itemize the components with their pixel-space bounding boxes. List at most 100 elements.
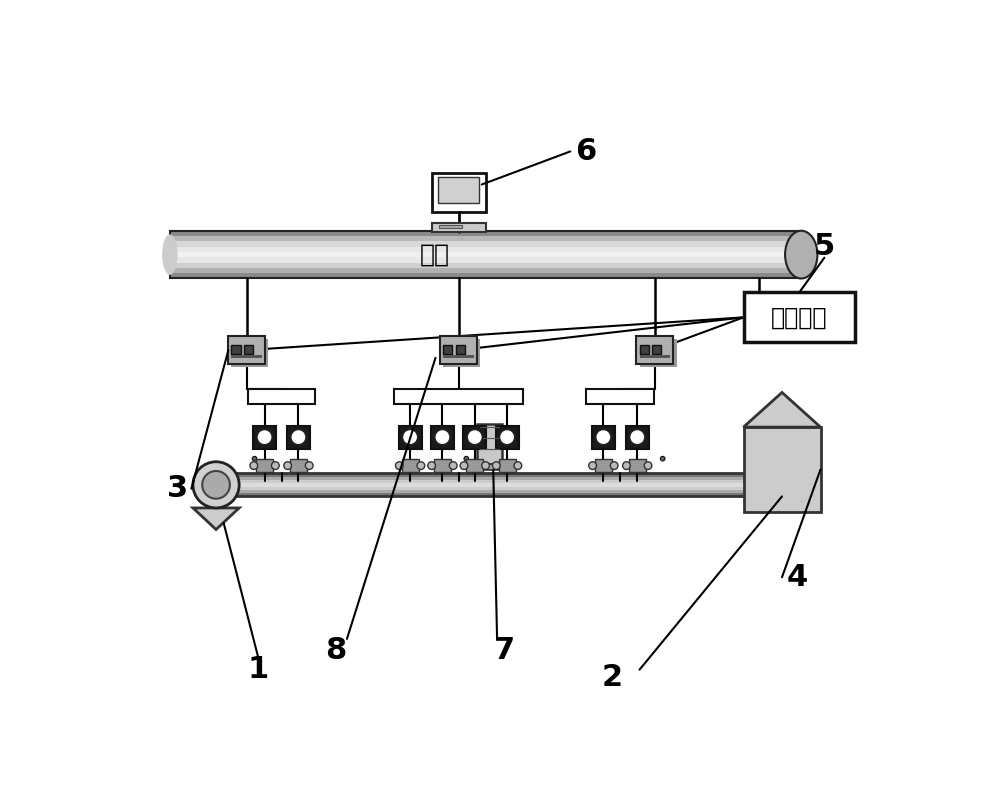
- Bar: [438, 177, 479, 203]
- Bar: [231, 345, 241, 354]
- Circle shape: [460, 462, 468, 470]
- Bar: [231, 355, 262, 358]
- Text: 8: 8: [325, 636, 346, 665]
- Circle shape: [449, 462, 457, 470]
- Bar: [636, 336, 673, 364]
- Circle shape: [623, 462, 630, 470]
- Circle shape: [467, 430, 482, 445]
- Text: 3: 3: [167, 474, 188, 503]
- Circle shape: [482, 462, 489, 470]
- Bar: [244, 345, 253, 354]
- Circle shape: [402, 430, 418, 445]
- Bar: [394, 389, 523, 404]
- Bar: [640, 339, 677, 367]
- Text: 网络: 网络: [420, 242, 450, 266]
- Bar: [216, 493, 782, 496]
- Text: 2: 2: [602, 663, 623, 692]
- Bar: [231, 339, 268, 367]
- Bar: [170, 258, 801, 262]
- Bar: [595, 459, 612, 472]
- Bar: [592, 426, 615, 449]
- Circle shape: [610, 462, 618, 470]
- Circle shape: [291, 430, 306, 445]
- Circle shape: [202, 471, 230, 498]
- Circle shape: [271, 462, 279, 470]
- Text: 4: 4: [787, 562, 808, 592]
- Bar: [228, 336, 265, 364]
- Bar: [170, 268, 801, 273]
- Circle shape: [252, 456, 257, 461]
- Text: 5: 5: [814, 232, 835, 261]
- Circle shape: [630, 430, 645, 445]
- Bar: [477, 424, 502, 464]
- Text: 1: 1: [248, 655, 269, 684]
- Bar: [170, 230, 801, 278]
- Bar: [170, 242, 801, 246]
- Bar: [399, 426, 422, 449]
- Bar: [626, 426, 649, 449]
- Bar: [439, 225, 462, 229]
- Circle shape: [660, 456, 665, 461]
- Circle shape: [499, 430, 515, 445]
- Circle shape: [257, 430, 272, 445]
- Bar: [216, 486, 782, 490]
- Bar: [402, 459, 419, 472]
- Bar: [170, 262, 801, 268]
- Text: 7: 7: [494, 636, 515, 665]
- Bar: [248, 389, 315, 404]
- Bar: [744, 427, 821, 512]
- Bar: [652, 345, 661, 354]
- Circle shape: [284, 462, 292, 470]
- Bar: [443, 355, 474, 358]
- Circle shape: [492, 462, 500, 470]
- Bar: [640, 355, 670, 358]
- Circle shape: [464, 456, 469, 461]
- Circle shape: [514, 462, 522, 470]
- Circle shape: [305, 462, 313, 470]
- Bar: [170, 230, 801, 236]
- Bar: [287, 426, 310, 449]
- Bar: [253, 426, 276, 449]
- Bar: [496, 426, 519, 449]
- Bar: [216, 477, 782, 480]
- Bar: [216, 483, 782, 486]
- Bar: [456, 345, 465, 354]
- Bar: [499, 459, 516, 472]
- Bar: [640, 345, 649, 354]
- Bar: [290, 459, 307, 472]
- Text: 6: 6: [575, 137, 596, 166]
- Bar: [432, 223, 486, 232]
- Circle shape: [435, 430, 450, 445]
- Bar: [216, 490, 782, 493]
- Bar: [440, 336, 477, 364]
- Circle shape: [193, 462, 239, 508]
- Polygon shape: [744, 393, 821, 427]
- Text: 校时模块: 校时模块: [771, 306, 828, 330]
- Bar: [443, 345, 452, 354]
- Bar: [170, 273, 801, 278]
- Circle shape: [644, 462, 652, 470]
- Bar: [443, 339, 480, 367]
- Ellipse shape: [785, 230, 817, 278]
- Bar: [170, 246, 801, 252]
- Bar: [170, 252, 801, 258]
- Circle shape: [428, 462, 436, 470]
- Bar: [586, 389, 654, 404]
- Bar: [216, 474, 782, 477]
- Bar: [434, 459, 451, 472]
- Bar: [170, 236, 801, 242]
- Circle shape: [395, 462, 403, 470]
- Bar: [256, 459, 273, 472]
- Circle shape: [589, 462, 596, 470]
- Bar: [216, 474, 782, 496]
- Polygon shape: [193, 508, 239, 530]
- Bar: [629, 459, 646, 472]
- Bar: [216, 480, 782, 483]
- Circle shape: [417, 462, 425, 470]
- Circle shape: [250, 462, 258, 470]
- Ellipse shape: [162, 234, 178, 275]
- Bar: [744, 292, 855, 342]
- Bar: [463, 426, 486, 449]
- Bar: [431, 426, 454, 449]
- Bar: [466, 459, 483, 472]
